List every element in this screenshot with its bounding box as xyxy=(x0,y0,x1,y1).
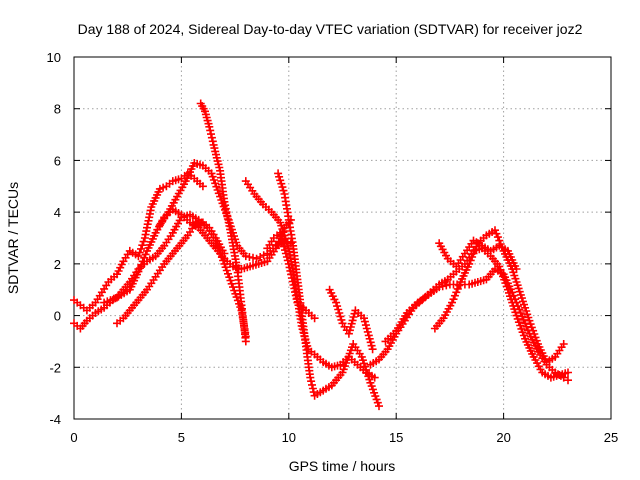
y-tick-label: 2 xyxy=(54,257,61,272)
x-tick-label: 10 xyxy=(282,430,296,445)
series-14-markers xyxy=(435,236,521,273)
x-tick-labels: 0 5 10 15 20 25 xyxy=(70,430,618,445)
y-tick-label: -4 xyxy=(49,412,61,427)
x-axis-label: GPS time / hours xyxy=(289,458,396,474)
x-tick-label: 25 xyxy=(604,430,618,445)
y-axis-label: SDTVAR / TECUs xyxy=(5,182,21,294)
y-tick-label: -2 xyxy=(49,360,61,375)
x-tick-label: 0 xyxy=(70,430,77,445)
y-tick-label: 6 xyxy=(54,153,61,168)
series-12-markers xyxy=(381,265,572,385)
chart-title: Day 188 of 2024, Sidereal Day-to-day VTE… xyxy=(78,21,583,37)
series-9-markers xyxy=(263,228,319,323)
y-tick-labels: -4 -2 0 2 4 6 8 10 xyxy=(47,50,61,427)
y-tick-label: 10 xyxy=(47,50,61,65)
y-tick-label: 0 xyxy=(54,309,61,324)
data-marks xyxy=(70,99,572,411)
series-2-markers xyxy=(70,205,295,333)
y-tick-label: 8 xyxy=(54,102,61,117)
series-6-markers xyxy=(113,218,229,328)
plot-frame xyxy=(73,56,612,420)
axis-ticks xyxy=(73,56,612,420)
x-tick-label: 15 xyxy=(389,430,403,445)
series-8-markers xyxy=(274,169,383,411)
x-tick-label: 20 xyxy=(496,430,510,445)
y-tick-label: 4 xyxy=(54,205,61,220)
x-tick-label: 5 xyxy=(178,430,185,445)
series-10-markers xyxy=(325,285,377,354)
